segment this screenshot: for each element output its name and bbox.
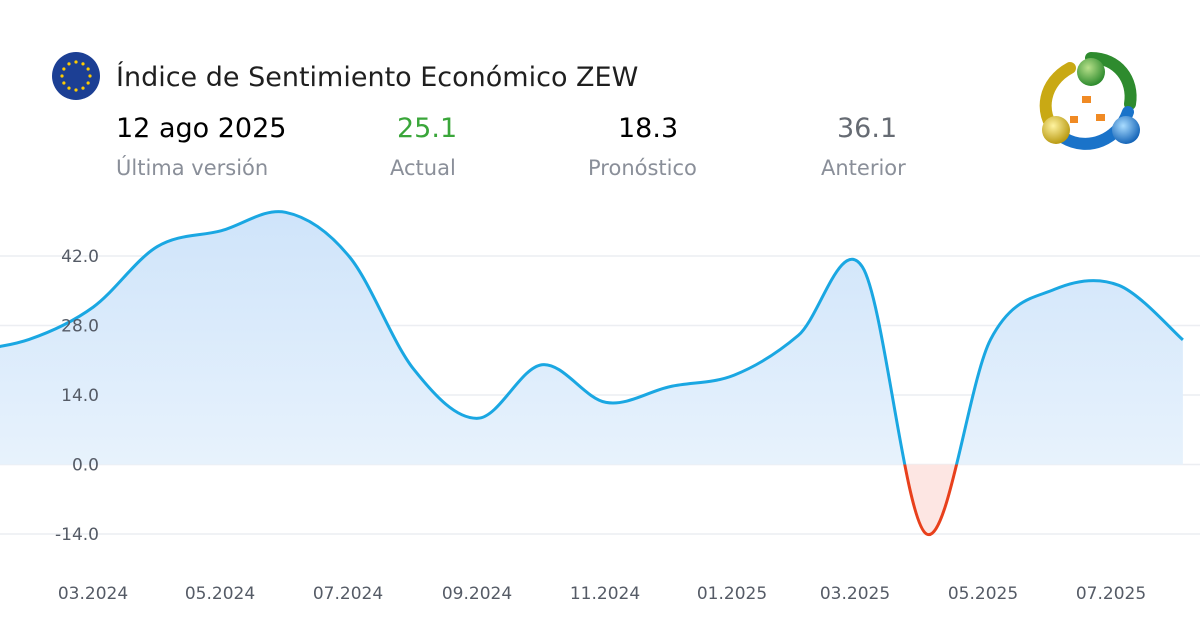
x-tick-label: 05.2024 (185, 584, 255, 604)
y-tick-label: -14.0 (55, 525, 99, 545)
flag-star (81, 62, 85, 66)
eu-flag-icon (52, 52, 100, 100)
y-tick-label: 0.0 (72, 456, 99, 476)
flag-star (81, 86, 85, 90)
chart-areas (0, 211, 1183, 535)
y-tick-label: 28.0 (61, 317, 99, 337)
forecast-value: 18.3 (618, 113, 679, 144)
release-date-label: Última versión (116, 156, 269, 180)
flag-star (86, 67, 90, 71)
y-tick-label: 14.0 (61, 386, 99, 406)
actual-label: Actual (390, 156, 456, 180)
x-tick-label: 07.2024 (313, 584, 383, 604)
stat-forecast: 18.3 Pronóstico (588, 112, 788, 182)
stat-previous: 36.1 Anterior (821, 112, 1021, 182)
flag-star (67, 62, 71, 66)
flag-star (88, 74, 92, 78)
x-tick-label: 03.2025 (820, 584, 890, 604)
x-tick-label: 05.2025 (948, 584, 1018, 604)
page-title: Índice de Sentimiento Económico ZEW (116, 62, 639, 93)
previous-value: 36.1 (837, 113, 898, 144)
y-tick-label: 42.0 (61, 247, 99, 267)
x-axis-ticks: 03.2024 05.2024 07.2024 09.2024 11.2024 01.20… (58, 584, 1146, 604)
flag-star (74, 88, 78, 92)
x-tick-label: 09.2024 (442, 584, 512, 604)
previous-label: Anterior (821, 156, 906, 180)
x-tick-label: 01.2025 (697, 584, 767, 604)
x-tick-label: 07.2025 (1076, 584, 1146, 604)
release-date-value: 12 ago 2025 (116, 113, 287, 144)
chart-lines (0, 210, 1184, 536)
series-line-positive (0, 210, 1184, 465)
flag-star (74, 60, 78, 64)
x-tick-label: 11.2024 (570, 584, 640, 604)
area-positive (0, 211, 1183, 465)
flag-star (60, 74, 64, 78)
flag-star (67, 86, 71, 90)
x-tick-label: 03.2024 (58, 584, 128, 604)
stat-actual: 25.1 Actual (390, 112, 590, 182)
stat-release: 12 ago 2025 Última versión (116, 112, 316, 182)
metatrader-logo (1039, 52, 1140, 150)
y-axis-ticks: 42.0 28.0 14.0 0.0 -14.0 (55, 247, 99, 545)
flag-star (62, 67, 66, 71)
actual-value: 25.1 (397, 113, 458, 144)
forecast-label: Pronóstico (588, 156, 697, 180)
flag-star (86, 81, 90, 85)
flag-star (62, 81, 66, 85)
